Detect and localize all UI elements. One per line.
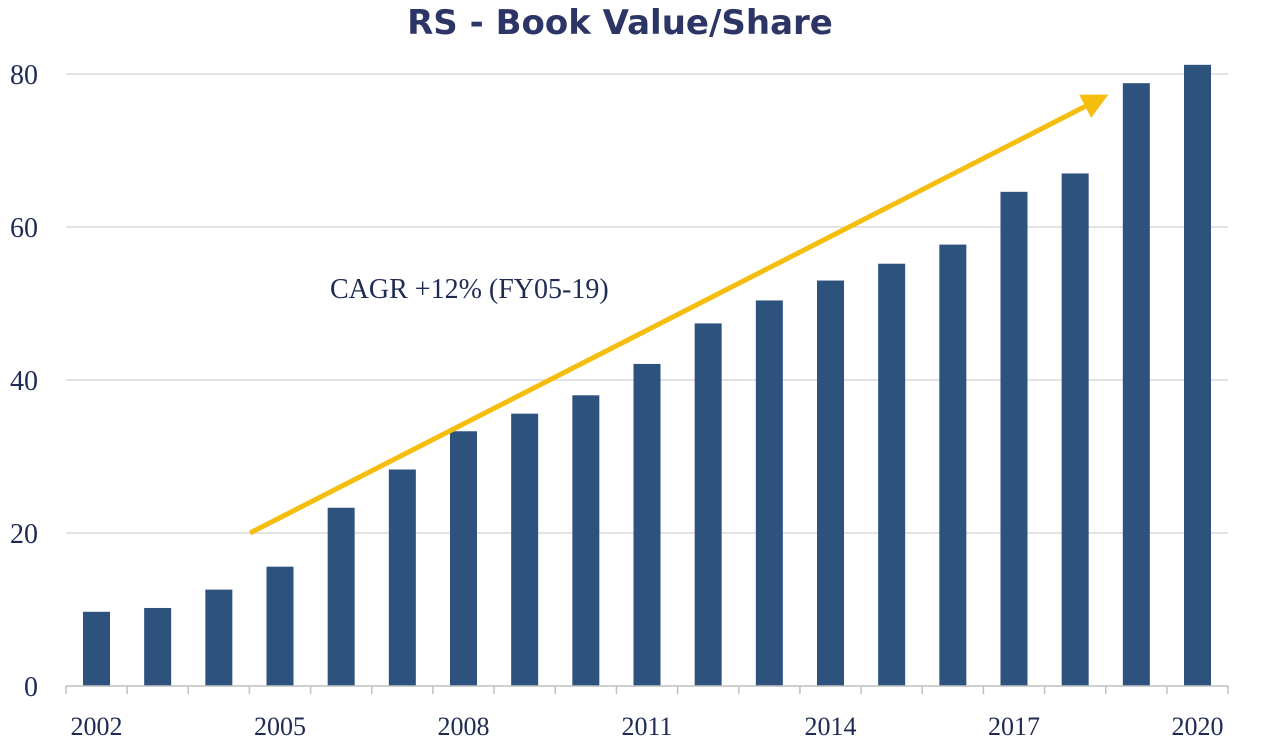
x-tick-label: 2014 [805, 712, 857, 741]
bar-2013 [755, 300, 783, 686]
bar-2011 [633, 363, 661, 686]
bar-2015 [878, 263, 906, 686]
bar-2004 [205, 589, 233, 686]
bar-2009 [511, 413, 539, 686]
bar-2008 [450, 431, 477, 686]
cagr-annotation: CAGR +12% (FY05-19) [330, 274, 609, 305]
cagr-arrow [248, 94, 1109, 536]
y-axis-ticks: 0 20 40 60 80 [10, 60, 38, 703]
cagr-arrow-head [1079, 94, 1109, 118]
bars [83, 64, 1211, 687]
x-tick-label: 2005 [254, 712, 306, 741]
x-tick-label: 2020 [1172, 712, 1224, 741]
y-tick-label: 80 [10, 60, 38, 91]
cagr-arrow-shaft [248, 103, 1089, 536]
y-tick-label: 60 [10, 213, 38, 244]
bar-2016 [939, 244, 967, 686]
chart-title: RS - Book Value/Share [407, 3, 833, 43]
bar-2020 [1184, 64, 1211, 686]
y-tick-label: 20 [10, 519, 38, 550]
x-tick-label: 2017 [988, 712, 1040, 741]
y-tick-label: 40 [10, 366, 38, 397]
bar-2019 [1122, 83, 1150, 687]
bar-2005 [266, 566, 294, 686]
bar-2010 [572, 395, 600, 686]
y-tick-label: 0 [24, 672, 38, 703]
x-tick-label: 2002 [71, 712, 123, 741]
x-axis [65, 685, 1229, 694]
x-tick-label: 2011 [621, 712, 672, 741]
x-axis-ticks: 2002 2005 2008 2011 2014 2017 2020 [71, 712, 1224, 741]
bar-2003 [144, 607, 172, 686]
bar-2012 [694, 323, 722, 686]
bar-2007 [388, 469, 416, 686]
bar-2014 [817, 280, 844, 686]
bar-2002 [83, 611, 110, 686]
bar-2017 [1000, 191, 1028, 686]
bar-2018 [1061, 173, 1089, 686]
x-tick-label: 2008 [438, 712, 490, 741]
bar-2006 [327, 507, 355, 686]
